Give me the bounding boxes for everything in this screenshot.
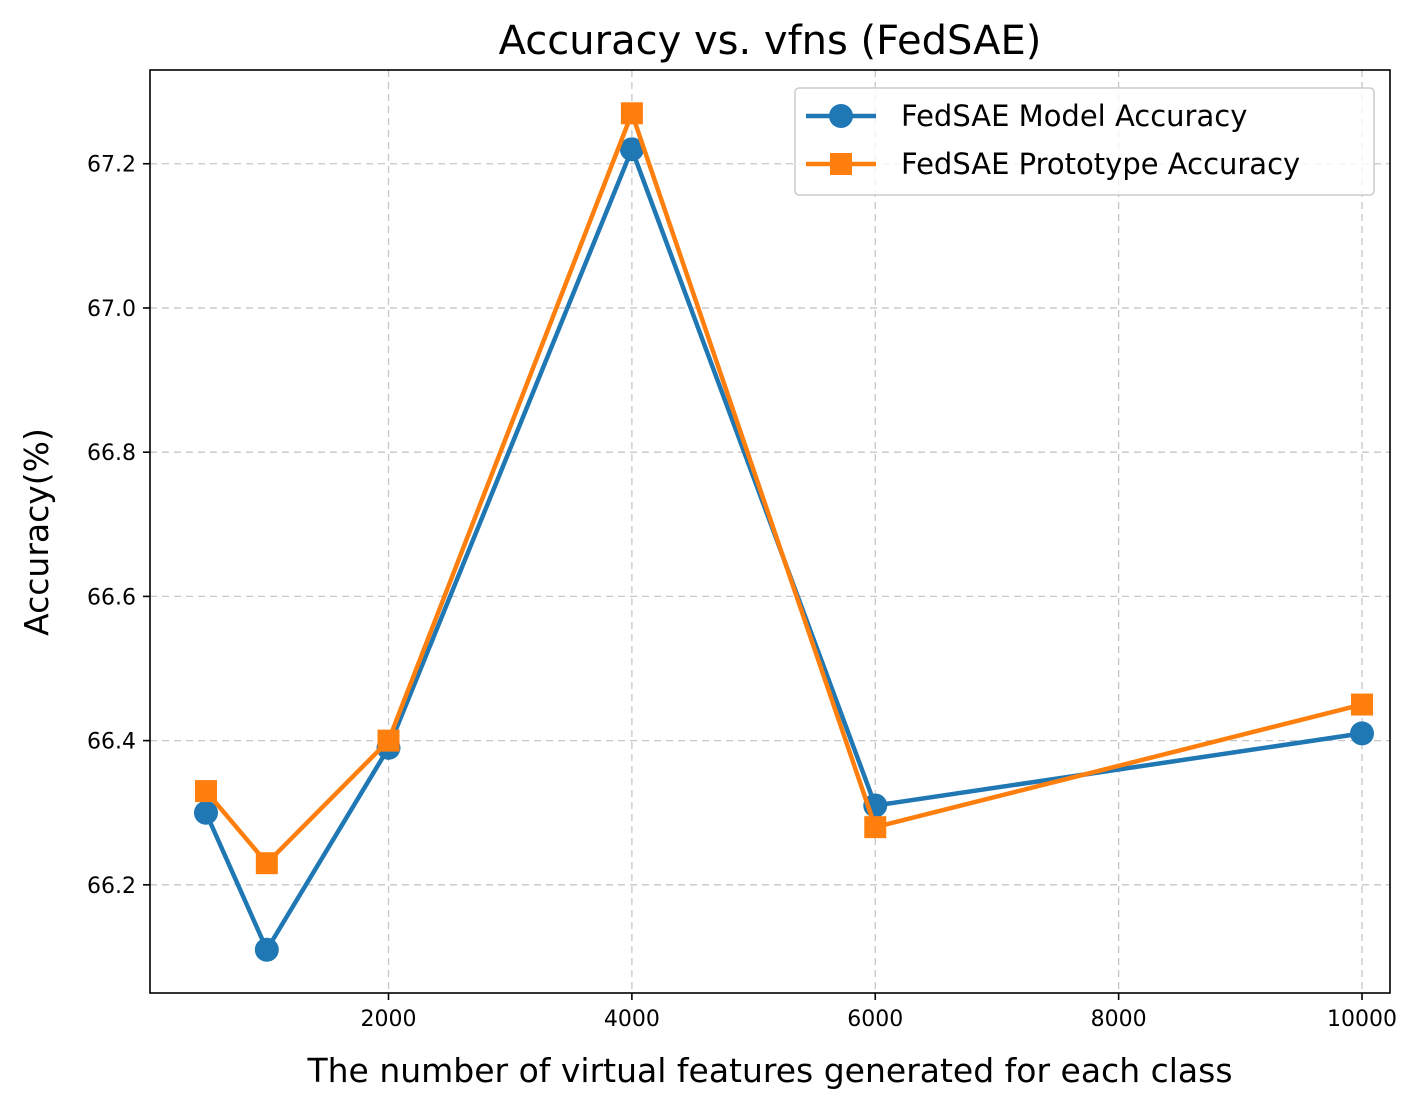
y-tick-label: 66.4 [87, 730, 136, 755]
series-layer [193, 102, 1375, 962]
y-axis-label: Accuracy(%) [17, 428, 56, 636]
x-tick-label: 10000 [1327, 1007, 1397, 1032]
data-point [254, 937, 279, 962]
data-point [619, 137, 644, 162]
chart-title: Accuracy vs. vfns (FedSAE) [499, 18, 1042, 64]
data-point [255, 852, 278, 875]
data-point [377, 729, 400, 752]
grid-lines [150, 70, 1390, 993]
legend-marker [830, 153, 852, 175]
legend-label: FedSAE Model Accuracy [901, 99, 1247, 133]
plot-frame [149, 69, 1391, 994]
data-point [193, 800, 218, 825]
y-tick-label: 67.0 [87, 297, 136, 322]
x-axis-label: The number of virtual features generated… [306, 1051, 1232, 1090]
series-2 [194, 102, 1374, 875]
data-point [864, 816, 887, 839]
y-tick-label: 66.6 [87, 585, 136, 610]
x-tick-label: 6000 [847, 1007, 903, 1032]
legend-box [794, 87, 1375, 196]
data-point [620, 102, 643, 125]
series-line [203, 147, 1363, 952]
x-tick-label: 4000 [604, 1007, 660, 1032]
x-tick-label: 2000 [361, 1007, 417, 1032]
data-point [1350, 721, 1375, 746]
legend: FedSAE Model Accuracy FedSAE Prototype Ac… [794, 87, 1375, 196]
y-tick-label: 67.2 [87, 153, 136, 178]
legend-marker [829, 104, 853, 128]
y-tick-label: 66.8 [87, 441, 136, 466]
legend-label: FedSAE Prototype Accuracy [901, 147, 1300, 181]
y-tick-label: 66.2 [87, 874, 136, 899]
axis-ticks: 2000 4000 6000 8000 10000 66.2 66.4 66.6 66.8 67.… [87, 153, 1397, 1032]
data-point [1351, 693, 1374, 716]
series-line [204, 111, 1363, 866]
series-1 [193, 137, 1375, 962]
data-point [194, 780, 217, 803]
x-tick-label: 8000 [1091, 1007, 1147, 1032]
